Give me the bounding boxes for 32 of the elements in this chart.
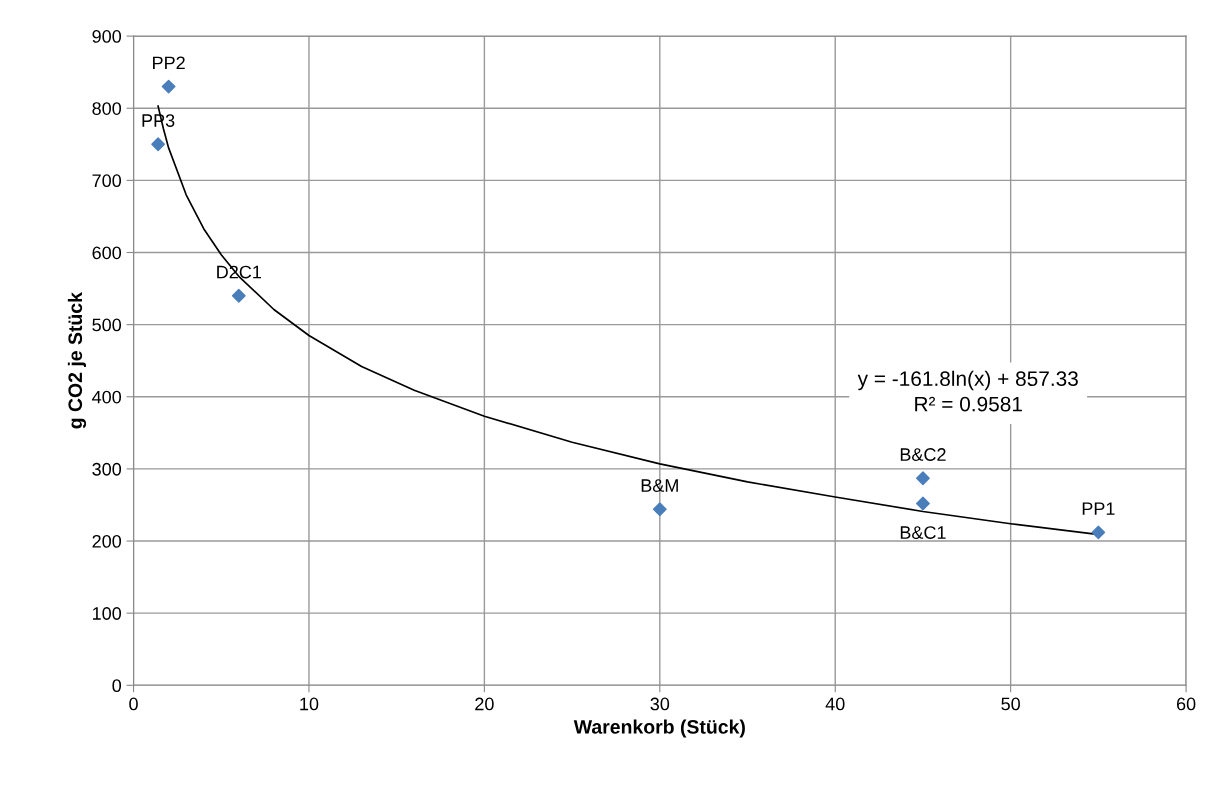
x-tick-label: 20	[475, 697, 494, 711]
annotation: PP2	[153, 56, 185, 70]
annotation: B&C2	[900, 448, 946, 461]
annotation: y = -161.8ln(x) + 857.33 R² = 0.9581	[857, 370, 1078, 412]
x-tick-label: 50	[1001, 697, 1020, 711]
x-tick-label: 10	[300, 697, 319, 711]
y-tick-label: 500	[92, 318, 122, 332]
y-axis-title: g CO2 je Stück	[67, 292, 87, 429]
x-tick-label: 0	[129, 697, 138, 711]
y-tick-label: 200	[92, 534, 122, 548]
y-tick-label: 0	[112, 679, 122, 693]
annotation: PP1	[1082, 502, 1115, 515]
annotation: B&M	[641, 479, 678, 492]
y-tick-label: 100	[92, 607, 122, 620]
x-tick-label: 60	[1176, 697, 1196, 711]
point	[652, 502, 667, 517]
y-tick-label: 400	[92, 390, 122, 404]
x-axis-title: Warenkorb (Stück)	[573, 719, 745, 738]
point	[1091, 525, 1106, 540]
y-tick-label: 300	[92, 462, 122, 476]
x-tick-label: 30	[650, 697, 670, 711]
y-tick-label: 800	[92, 102, 122, 115]
point	[161, 79, 176, 94]
point	[916, 471, 930, 486]
point	[151, 137, 166, 152]
point	[231, 288, 246, 303]
point	[916, 496, 930, 511]
y-tick-label: 900	[92, 30, 122, 43]
annotation: B&C1	[900, 526, 946, 539]
x-tick-label: 40	[825, 697, 845, 711]
y-tick-label: 700	[92, 174, 122, 188]
y-tick-label: 600	[92, 246, 122, 260]
